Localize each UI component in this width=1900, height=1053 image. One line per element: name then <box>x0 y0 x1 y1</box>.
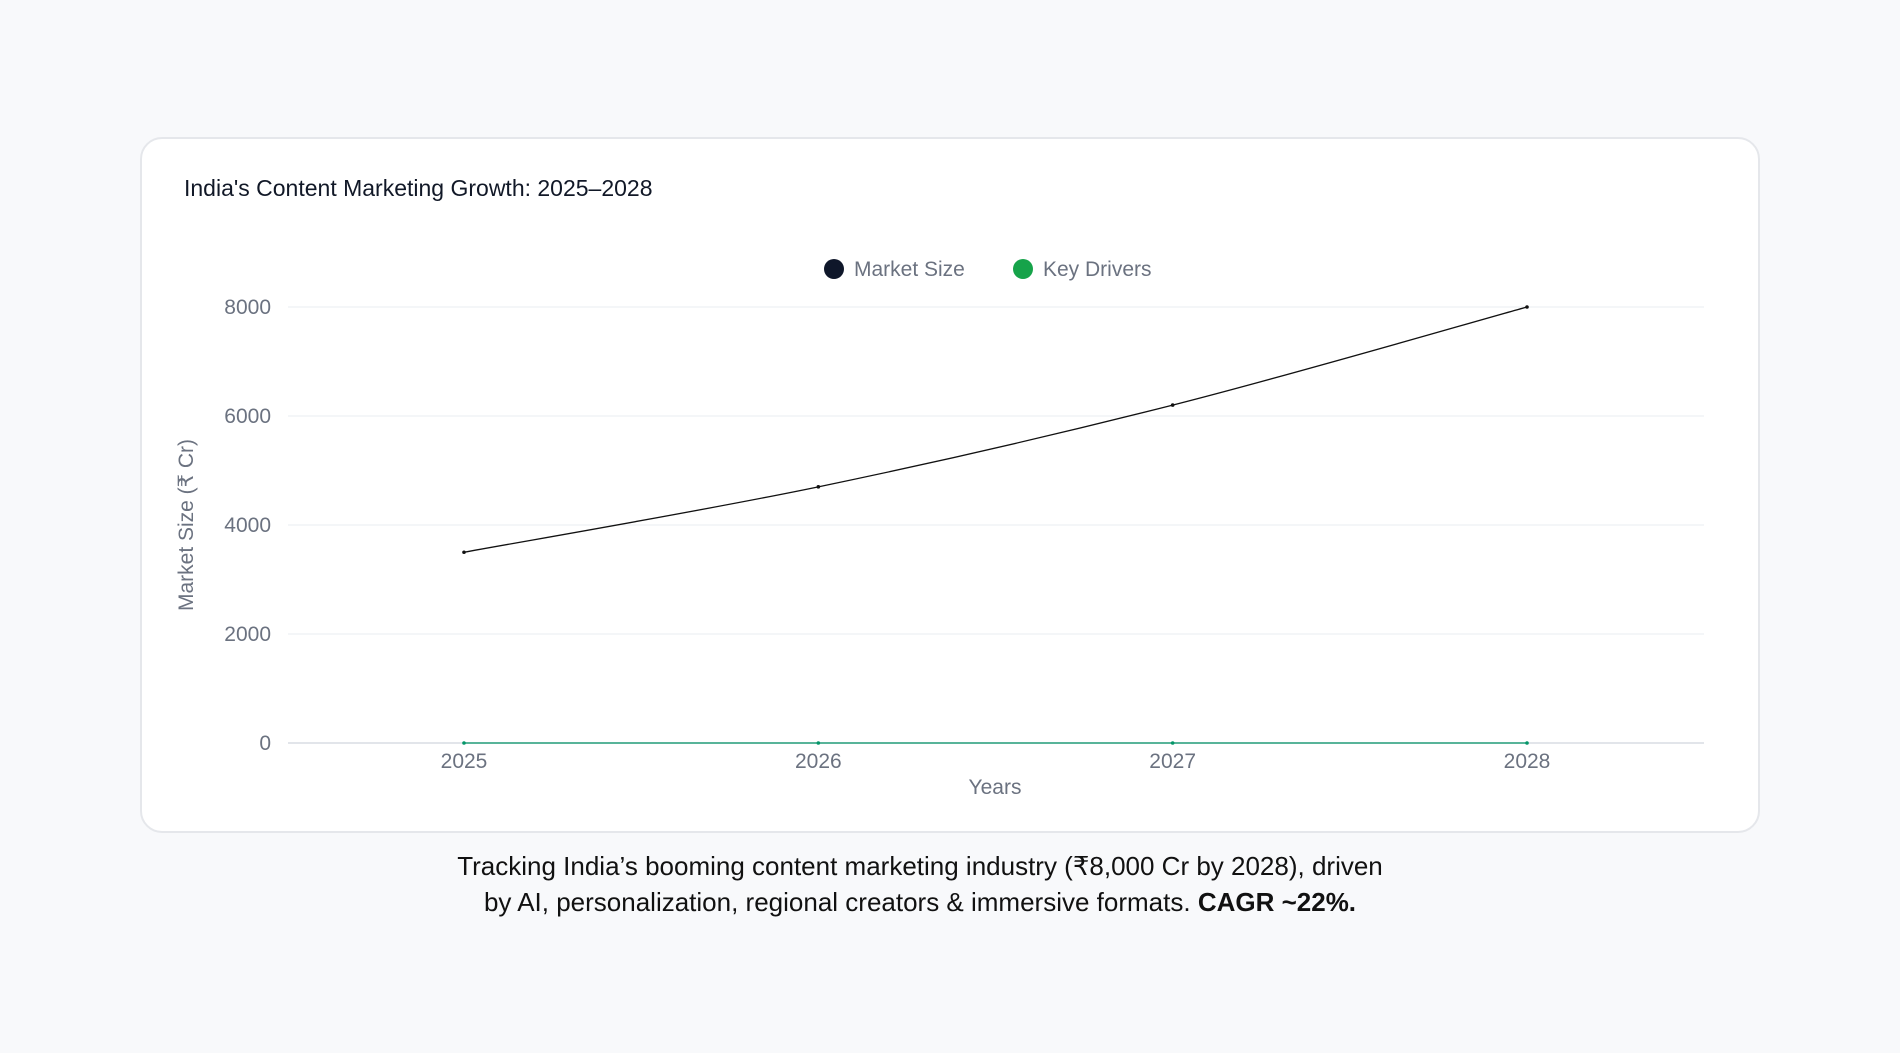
y-tick-label: 8000 <box>224 296 271 319</box>
data-point-market-size[interactable] <box>816 485 821 489</box>
grid-lines <box>288 306 1704 744</box>
legend-label: Market Size <box>854 258 965 281</box>
data-point-market-size[interactable] <box>1170 403 1175 407</box>
y-tick-label: 2000 <box>224 623 271 646</box>
caption-emphasis: CAGR ~22%. <box>1197 887 1357 917</box>
legend-marker <box>1013 259 1033 279</box>
y-tick-label: 0 <box>259 732 271 755</box>
series-lines <box>462 305 1529 745</box>
caption-line-1: Tracking India’s booming content marketi… <box>457 851 1383 881</box>
data-point-market-size[interactable] <box>1525 305 1529 309</box>
x-tick-label: 2028 <box>1504 750 1551 773</box>
y-axis-ticks: 0 2000 4000 6000 8000 <box>224 296 271 755</box>
chart-title: India's Content Marketing Growth: 2025–2… <box>184 175 653 201</box>
series-line-market-size <box>463 306 1528 553</box>
data-point-key-drivers[interactable] <box>816 741 821 745</box>
line-chart: 0 2000 4000 6000 8000 2025 2026 2027 2028 Marke… <box>175 258 1704 799</box>
legend-item-market-size[interactable]: Market Size <box>824 258 965 281</box>
legend[interactable]: Market Size Key Drivers <box>824 258 1152 281</box>
x-tick-label: 2027 <box>1149 750 1196 773</box>
y-axis-title: Market Size (₹ Cr) <box>175 439 198 611</box>
legend-item-key-drivers[interactable]: Key Drivers <box>1013 258 1152 281</box>
data-point-key-drivers[interactable] <box>1170 741 1175 745</box>
chart-card: India's Content Marketing Growth: 2025–2… <box>140 137 1760 833</box>
caption-line-2: by AI, personalization, regional creator… <box>483 887 1191 917</box>
data-point-key-drivers[interactable] <box>462 741 466 745</box>
x-tick-label: 2026 <box>795 750 842 773</box>
x-axis-ticks: 2025 2026 2027 2028 <box>441 750 1551 773</box>
y-tick-label: 6000 <box>224 405 271 428</box>
data-point-key-drivers[interactable] <box>1525 741 1529 745</box>
x-tick-label: 2025 <box>441 750 488 773</box>
legend-label: Key Drivers <box>1043 258 1152 281</box>
legend-marker <box>824 259 844 279</box>
data-point-market-size[interactable] <box>462 550 466 555</box>
x-axis-title: Years <box>969 776 1022 799</box>
y-tick-label: 4000 <box>224 514 271 537</box>
chart-caption: Tracking India’s booming content marketi… <box>300 848 1540 920</box>
